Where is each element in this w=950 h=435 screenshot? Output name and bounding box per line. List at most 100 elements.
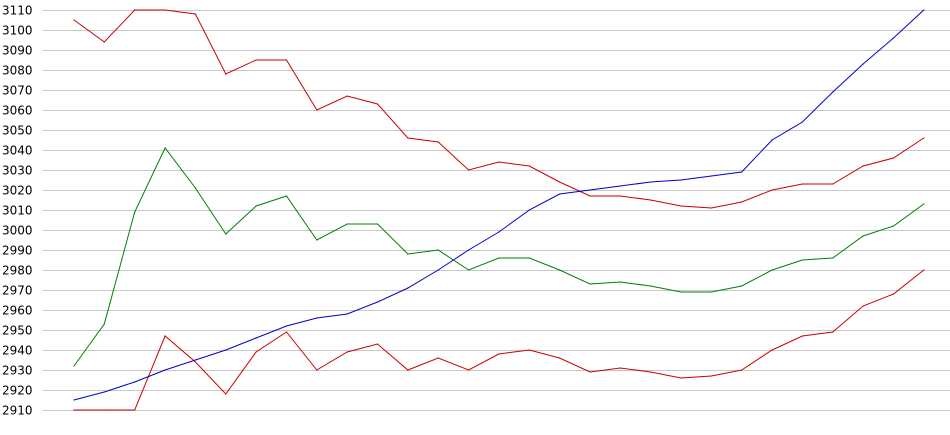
y-tick-label: 2980: [2, 264, 33, 278]
series-1-point: [134, 9, 136, 11]
series-3-point: [194, 187, 196, 189]
y-tick-label: 3090: [2, 44, 33, 58]
series-3-point: [923, 203, 925, 205]
series-4: [73, 9, 925, 401]
series-3-point: [407, 253, 409, 255]
series-3-point: [498, 257, 500, 259]
series-1-point: [407, 137, 409, 139]
series-3-point: [285, 195, 288, 197]
series-4-point: [710, 175, 713, 177]
y-tick-label: 2950: [2, 324, 33, 338]
series-3-point: [741, 285, 743, 287]
series-4-point: [650, 181, 652, 183]
series-2-point: [285, 331, 288, 333]
series-2-point: [376, 343, 379, 345]
series-3-point: [832, 257, 834, 259]
series-3-point: [650, 285, 652, 287]
series-1-line: [73, 9, 925, 209]
series-4-point: [801, 121, 804, 123]
series-1-point: [194, 13, 196, 15]
series-1: [73, 9, 925, 209]
series-4-point: [376, 301, 379, 303]
series-4-point: [498, 231, 500, 233]
series-4-point: [741, 171, 743, 173]
y-tick-label: 3020: [2, 184, 33, 198]
series-3-point: [680, 291, 682, 293]
series-3-point: [528, 257, 530, 259]
series-3-point: [801, 259, 804, 261]
series-1-point: [316, 109, 318, 111]
series-1-point: [225, 73, 227, 75]
y-tick-label: 3050: [2, 124, 33, 138]
series-3-point: [437, 249, 439, 251]
series-3-point: [589, 283, 591, 285]
series-1-point: [862, 165, 864, 167]
series-4-point: [285, 325, 288, 327]
y-tick-label: 3100: [2, 24, 33, 38]
series-3-point: [255, 205, 257, 207]
series-1-point: [255, 59, 257, 61]
series-2-point: [164, 335, 166, 337]
series-2-point: [771, 349, 773, 351]
y-tick-label: 3010: [2, 204, 33, 218]
series-3-point: [710, 291, 713, 293]
series-1-point: [771, 189, 773, 191]
y-tick-label: 2930: [2, 364, 33, 378]
y-axis-tick-labels: 2910 2920 2930 2940 2950 2960 2970 2980 2990 3000…: [2, 4, 33, 418]
series-2-point: [619, 367, 621, 369]
series-2-point: [407, 369, 409, 371]
series-1-point: [498, 161, 500, 163]
series-3-point: [862, 235, 864, 237]
series-4-point: [407, 287, 409, 289]
series-1-point: [346, 95, 348, 97]
series-1-point: [710, 207, 713, 209]
series-1-point: [528, 165, 530, 167]
y-tick-label: 3110: [2, 4, 33, 18]
series-1-point: [832, 183, 834, 185]
series-4-point: [559, 193, 561, 195]
series-1-point: [741, 201, 743, 203]
series-1-point: [376, 103, 379, 105]
series-2-point: [194, 361, 196, 363]
series-2-point: [316, 369, 318, 371]
series-3-point: [771, 269, 773, 271]
series-2-point: [73, 409, 75, 411]
series-4-line: [73, 9, 925, 401]
series-4-point: [225, 349, 227, 351]
series-4-point: [589, 189, 591, 191]
series-2-point: [923, 269, 925, 271]
series-3-point: [316, 239, 318, 241]
series-1-point: [650, 199, 652, 201]
y-tick-label: 3040: [2, 144, 33, 158]
y-tick-label: 2940: [2, 344, 33, 358]
series-2-point: [134, 409, 136, 411]
y-tick-label: 3060: [2, 104, 33, 118]
series-4-point: [923, 9, 925, 11]
series-lines: [73, 9, 925, 411]
series-3-point: [468, 269, 470, 271]
series-4-point: [680, 179, 682, 181]
series-1-point: [468, 169, 470, 171]
series-3-point: [164, 147, 166, 149]
series-2-point: [346, 351, 348, 353]
series-4-point: [194, 359, 196, 361]
series-4-point: [134, 381, 136, 383]
y-tick-label: 2910: [2, 404, 33, 418]
series-3-point: [892, 225, 895, 227]
series-2-point: [892, 293, 895, 295]
series-3-point: [134, 211, 136, 213]
series-3-point: [346, 223, 348, 225]
series-4-point: [619, 185, 621, 187]
series-3-point: [376, 223, 379, 225]
series-3-point: [73, 365, 75, 367]
series-2: [73, 269, 925, 411]
series-2-point: [437, 357, 439, 359]
series-2-point: [741, 369, 743, 371]
series-3-point: [225, 233, 227, 235]
series-3-point: [619, 281, 621, 283]
series-4-point: [892, 37, 895, 39]
series-1-point: [801, 183, 804, 185]
series-1-point: [892, 157, 895, 159]
y-tick-label: 3030: [2, 164, 33, 178]
